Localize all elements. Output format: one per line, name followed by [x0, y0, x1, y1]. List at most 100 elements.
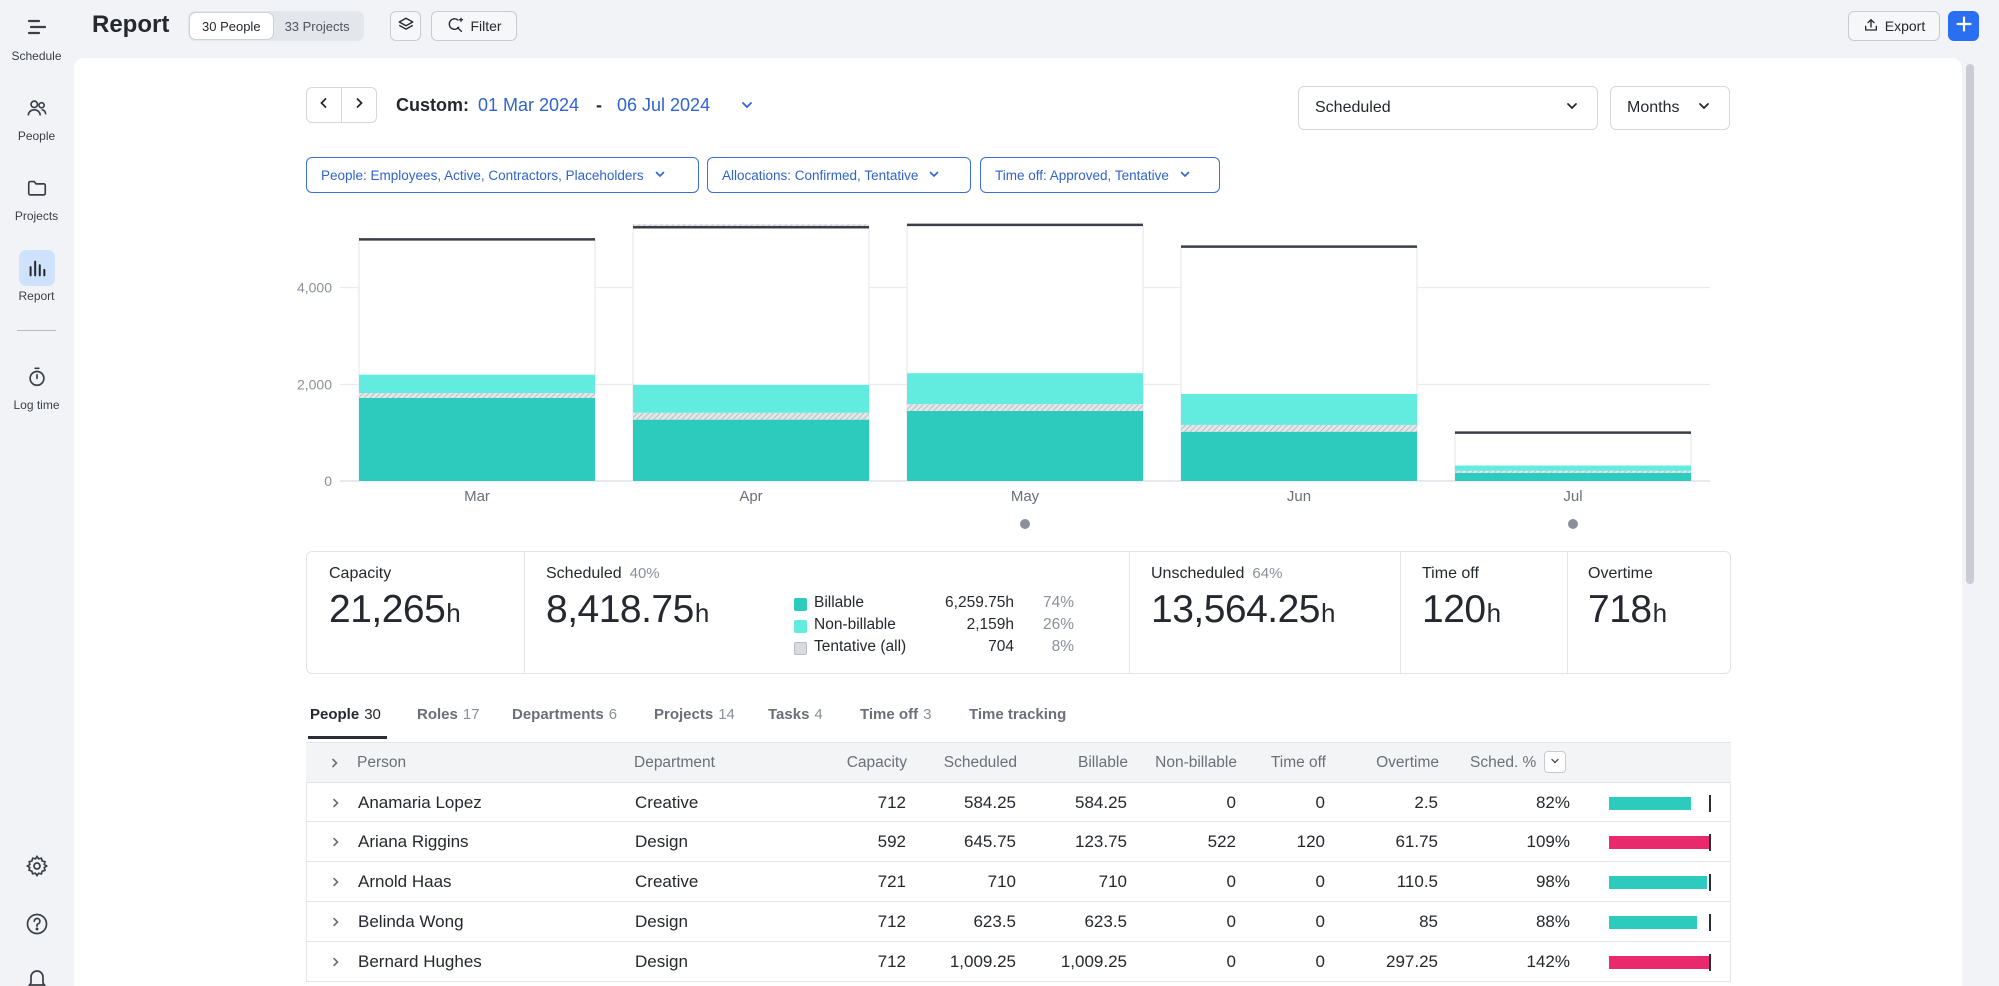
tab-departments[interactable]: Departments 6: [512, 706, 617, 723]
cell-billable: 123.75: [1075, 832, 1127, 851]
nonbillable-bar[interactable]: [1455, 465, 1691, 471]
help-button[interactable]: [0, 906, 73, 942]
cell-person[interactable]: Arnold Haas: [358, 872, 452, 891]
billable-bar[interactable]: [907, 410, 1143, 481]
period-select[interactable]: Months: [1610, 86, 1730, 130]
bar-chart-icon: [18, 250, 55, 286]
layers-button[interactable]: [390, 11, 421, 41]
tab-projects[interactable]: Projects 14: [654, 706, 735, 723]
cell-capacity: 712: [877, 793, 906, 812]
tab-roles[interactable]: Roles 17: [417, 706, 480, 723]
expand-all-chevron-icon[interactable]: [330, 756, 340, 770]
range-end[interactable]: 06 Jul 2024: [617, 95, 711, 115]
export-button[interactable]: Export: [1848, 11, 1940, 41]
tab-tasks[interactable]: Tasks 4: [768, 706, 823, 723]
period-marker-dot[interactable]: [1568, 519, 1578, 529]
expand-row-chevron-icon[interactable]: [331, 915, 341, 929]
tab-time-tracking[interactable]: Time tracking: [969, 706, 1066, 723]
people-filter-chip[interactable]: People: Employees, Active, Contractors, …: [306, 157, 699, 193]
tab-projects-count: 14: [718, 706, 735, 723]
range-start[interactable]: 01 Mar 2024: [478, 95, 580, 115]
billable-bar[interactable]: [359, 397, 595, 481]
nav-schedule[interactable]: Schedule: [0, 10, 73, 63]
filter-button[interactable]: Filter: [431, 11, 517, 41]
tentative-bar[interactable]: [633, 412, 869, 420]
nav-people[interactable]: People: [0, 90, 73, 143]
nonbillable-bar[interactable]: [633, 384, 869, 413]
table-row[interactable]: Belinda Wong Design 712 623.5 623.5 0 0 85 88%: [306, 902, 1731, 942]
tab-people[interactable]: People 30: [310, 706, 381, 723]
legend-nonbillable: Non-billable 2,159h 26%: [794, 616, 1074, 636]
unscheduled-unit: h: [1321, 598, 1335, 628]
nav-report[interactable]: Report: [0, 250, 73, 303]
allocations-filter-chip[interactable]: Allocations: Confirmed, Tentative: [707, 157, 971, 193]
bell-icon: [19, 960, 55, 986]
stat-divider: [1567, 552, 1568, 673]
col-sched-pct[interactable]: Sched. %: [1470, 754, 1537, 771]
overtime-unit: h: [1652, 598, 1667, 628]
nonbillable-bar[interactable]: [907, 373, 1143, 405]
table-row[interactable]: Ariana Riggins Design 592 645.75 123.75 522 12…: [306, 822, 1731, 862]
scheduled-unit: h: [694, 598, 709, 628]
col-scheduled[interactable]: Scheduled: [943, 754, 1017, 771]
notifications-button[interactable]: [0, 960, 73, 986]
cell-person[interactable]: Belinda Wong: [358, 912, 464, 931]
chevron-down-icon: [740, 99, 754, 116]
col-nonbillable[interactable]: Non-billable: [1155, 754, 1237, 771]
nav-projects[interactable]: Projects: [0, 170, 73, 223]
tentative-bar[interactable]: [1181, 424, 1417, 432]
timeoff-filter-chip[interactable]: Time off: Approved, Tentative: [980, 157, 1220, 193]
nonbillable-bar[interactable]: [1181, 394, 1417, 425]
scrollbar[interactable]: [1964, 62, 1976, 982]
tab-tasks-count: 4: [814, 706, 823, 723]
expand-row-chevron-icon[interactable]: [331, 835, 341, 849]
tentative-bar[interactable]: [1455, 470, 1691, 473]
cell-person[interactable]: Bernard Hughes: [358, 952, 482, 971]
cell-person[interactable]: Anamaria Lopez: [358, 793, 482, 812]
previous-period-button[interactable]: [306, 87, 342, 123]
cell-person[interactable]: Ariana Riggins: [358, 832, 469, 851]
col-person[interactable]: Person: [357, 754, 407, 771]
billable-bar[interactable]: [1455, 472, 1691, 481]
metric-select[interactable]: Scheduled: [1298, 86, 1598, 130]
sched-pct-options-button[interactable]: [1544, 751, 1566, 773]
tentative-bar[interactable]: [907, 404, 1143, 411]
nav-log-time[interactable]: Log time: [0, 359, 73, 412]
table-row[interactable]: Anamaria Lopez Creative 712 584.25 584.25 0 0 2…: [306, 782, 1731, 822]
table-row[interactable]: Bernard Hughes Design 712 1,009.25 1,009.25 0…: [306, 942, 1731, 982]
range-dropdown-button[interactable]: [740, 98, 754, 117]
next-period-button[interactable]: [341, 87, 377, 123]
schedule-icon: [19, 10, 55, 46]
col-timeoff[interactable]: Time off: [1270, 754, 1326, 771]
expand-row-chevron-icon[interactable]: [331, 955, 341, 969]
nonbillable-bar[interactable]: [359, 374, 595, 394]
table-row[interactable]: Arnold Haas Creative 721 710 710 0 0 110.5 98%: [306, 862, 1731, 902]
scroll-thumb[interactable]: [1966, 64, 1974, 584]
col-billable[interactable]: Billable: [1078, 754, 1128, 771]
filter-search-icon: [446, 16, 464, 37]
people-icon: [19, 90, 55, 126]
people-toggle[interactable]: 30 People: [190, 13, 273, 39]
sched-pct-bar-fill: [1609, 836, 1709, 849]
cell-nonbillable: 522: [1207, 832, 1236, 851]
tab-time-tracking-label: Time tracking: [969, 706, 1067, 723]
tab-time-off[interactable]: Time off 3: [860, 706, 931, 723]
cell-timeoff: 0: [1315, 793, 1325, 812]
add-button[interactable]: [1948, 11, 1979, 41]
tab-people-label: People: [310, 706, 360, 723]
tentative-bar[interactable]: [359, 393, 595, 398]
col-capacity[interactable]: Capacity: [846, 754, 907, 771]
allocations-filter-label: Allocations: Confirmed, Tentative: [722, 167, 919, 183]
projects-toggle[interactable]: 33 Projects: [284, 18, 350, 34]
billable-bar[interactable]: [1181, 431, 1417, 481]
expand-row-chevron-icon[interactable]: [331, 796, 341, 810]
period-marker-dot[interactable]: [1020, 519, 1030, 529]
cell-department: Design: [635, 952, 688, 971]
col-department[interactable]: Department: [634, 754, 715, 771]
billable-bar[interactable]: [633, 419, 869, 481]
expand-row-chevron-icon[interactable]: [331, 875, 341, 889]
chevron-down-icon: [928, 168, 940, 183]
settings-button[interactable]: [0, 848, 73, 884]
legend-nonbillable-value: 2,159h: [966, 616, 1014, 633]
col-overtime[interactable]: Overtime: [1376, 754, 1439, 771]
